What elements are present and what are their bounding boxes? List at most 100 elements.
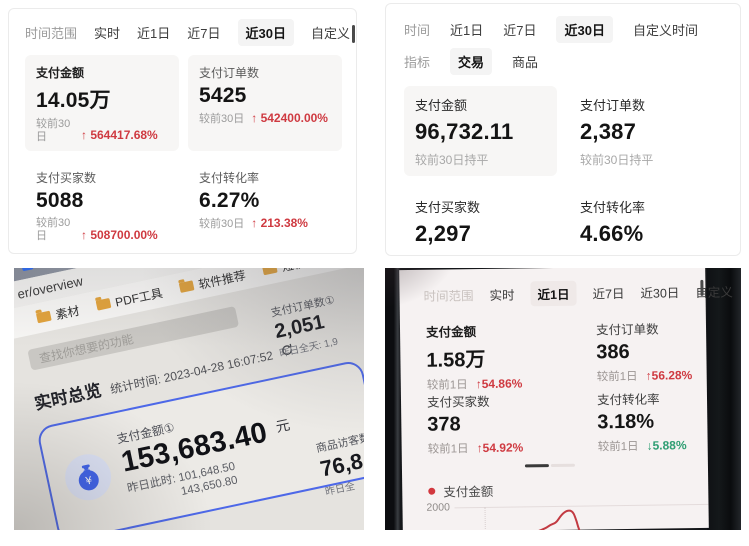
refresh-icon[interactable] [280, 343, 294, 357]
compare-label: 较前30日 [199, 218, 245, 231]
folder-icon [35, 310, 52, 324]
tab-realtime[interactable]: 实时 [94, 26, 121, 41]
metric-card-pay-buyers[interactable]: 支付买家数 2,297 较前30日持平 [404, 188, 557, 255]
bookmark-label: 素材 [54, 303, 81, 322]
metric-label: 支付买家数 [415, 200, 481, 215]
bookmark-folder[interactable]: 素材 [35, 301, 81, 327]
metric-label: 支付转化率 [580, 200, 646, 215]
metric-card-pay-buyers[interactable]: 支付买家数 5088 较前30日 ↑ 508700.00% [25, 160, 179, 250]
metric-card-pay-conversion[interactable]: 支付转化率 3.18% 较前1日 ↓5.88% [597, 387, 741, 454]
carousel-pagination[interactable] [402, 462, 698, 469]
tab-30day[interactable]: 近30日 [556, 16, 613, 43]
metric-label: 支付转化率 [199, 171, 260, 186]
metric-label: 支付订单数 [580, 98, 646, 113]
folder-icon [95, 297, 112, 311]
metric-label: 支付买家数 [36, 171, 97, 186]
pay-amount-line-series [533, 509, 582, 530]
metric-card-pay-buyers[interactable]: 支付买家数 378 较前1日 ↑54.92% [427, 390, 588, 457]
metric-label: 支付买家数 [426, 394, 490, 410]
metric-value: 3.18% [597, 410, 655, 434]
folder-icon [261, 268, 278, 276]
bookmark-label: 软件推荐 [197, 268, 247, 292]
pagination-dash-active[interactable] [524, 464, 549, 468]
scrollbar-thumb[interactable] [700, 279, 704, 296]
tab-30day[interactable]: 近30日 [640, 286, 680, 301]
metric-card-pay-amount[interactable]: 支付金额 96,732.11 较前30日持平 [404, 86, 557, 176]
compare-flat: 较前30日持平 [415, 153, 489, 167]
time-range-label: 时间范围 [423, 289, 474, 304]
photo-desktop-dashboard: 《米杰 - 小 er/overview 素材 PDF工具 软件推荐 短视频 查找… [14, 268, 364, 530]
delta-up: ↑ 213.38% [251, 216, 308, 231]
tab-1day[interactable]: 近1日 [137, 26, 171, 41]
tab-trade[interactable]: 交易 [450, 48, 493, 75]
metric-value: 1.58万 [426, 348, 486, 372]
chart-legend: 支付金额 [428, 481, 493, 501]
metric-value: 4.66% [580, 221, 644, 246]
tab-7day[interactable]: 近7日 [187, 26, 221, 41]
bookmark-folder[interactable]: 软件推荐 [178, 268, 247, 296]
metric-label: 支付订单数 [199, 66, 260, 80]
compare-label: 较前30日 [36, 118, 71, 143]
money-bag-icon: ¥ [60, 449, 116, 505]
compare-flat: 较前30日持平 [415, 253, 546, 255]
metric-card-pay-amount[interactable]: 支付金额 1.58万 较前1日 ↑54.86% [426, 320, 587, 393]
metric-card-pay-orders[interactable]: 支付订单数 2,387 较前30日持平 [569, 86, 722, 176]
tab-1day[interactable]: 近1日 [530, 280, 577, 307]
compare-label: 较前1日 [427, 443, 469, 456]
delta-up: ↑54.92% [476, 440, 524, 456]
photo-phone-dashboard: 时间范围 实时 近1日 近7日 近30日 自定义 支付金额 1.58万 较前1日… [385, 268, 741, 530]
delta-up: ↑54.86% [475, 376, 523, 392]
time-range-tabs: 时间 近1日 近7日 近30日 自定义时间 [404, 16, 722, 43]
metric-label: 支付转化率 [596, 392, 660, 408]
svg-text:¥: ¥ [84, 473, 94, 487]
metric-card-pay-orders[interactable]: 支付订单数 5425 较前30日 ↑ 542400.00% [188, 55, 342, 152]
delta-up: ↑ 542400.00% [251, 111, 328, 125]
bookmark-folder[interactable]: 短视频 [261, 268, 318, 279]
tab-30day[interactable]: 近30日 [237, 19, 294, 46]
metric-value: 378 [427, 413, 461, 436]
metric-card-pay-conversion[interactable]: 支付转化率 6.27% 较前30日 ↑ 213.38% [188, 160, 342, 250]
metric-value: 386 [596, 340, 630, 364]
phone-bezel-left [385, 268, 401, 530]
metric-value: 2,387 [580, 119, 637, 144]
tab-custom[interactable]: 自定义 [310, 26, 350, 41]
orders-stat-block: 支付订单数① 2,051 昨日全天: 1,9 [269, 291, 344, 359]
time-label: 时间 [404, 23, 431, 38]
time-range-label: 时间范围 [25, 26, 78, 41]
scrollbar-thumb[interactable] [352, 25, 355, 43]
tab-custom-time[interactable]: 自定义时间 [632, 23, 698, 38]
compare-label: 较前1日 [597, 440, 639, 454]
phone-bezel-right [707, 268, 741, 530]
dashboard-panel-30day: 时间范围 实时 近1日 近7日 近30日 自定义 支付金额 14.05万 较前3… [8, 8, 357, 254]
legend-dot-icon [428, 487, 436, 495]
tab-7day[interactable]: 近7日 [592, 287, 625, 302]
realtime-overview-header: 实时总览 统计时间: 2023-04-28 16:07:52 [32, 335, 296, 414]
dashboard-panel-trade: 时间 近1日 近7日 近30日 自定义时间 指标 交易 商品 支付金额 96,7… [385, 3, 741, 256]
metric-label: 支付金额 [415, 98, 468, 113]
tab-1day[interactable]: 近1日 [450, 23, 484, 38]
metric-type-label: 指标 [404, 55, 431, 70]
metric-card-pay-orders[interactable]: 支付订单数 386 较前1日 ↑56.28% [596, 317, 741, 384]
compare-label: 较前30日 [36, 217, 71, 242]
tab-realtime[interactable]: 实时 [489, 288, 515, 303]
metric-value: 14.05万 [36, 89, 111, 112]
metric-type-tabs: 指标 交易 商品 [404, 48, 722, 75]
metric-value: 6.27% [199, 189, 260, 213]
pagination-dash[interactable] [550, 463, 575, 468]
stat-unit: 元 [274, 416, 292, 435]
dotted-gridline [484, 506, 486, 530]
metric-label: 支付金额 [425, 325, 477, 340]
bookmark-folder[interactable]: PDF工具 [95, 283, 164, 314]
tab-goods[interactable]: 商品 [512, 55, 539, 70]
metric-value: 5088 [36, 189, 84, 213]
pay-amount-highlight-card[interactable]: ¥ 支付金额① 153,683.40 元 昨日此时: 101,648.50 14… [35, 359, 364, 530]
metric-value: 96,732.11 [415, 119, 514, 144]
y-axis-tick: 2000 [426, 501, 450, 514]
tab-7day[interactable]: 近7日 [503, 23, 537, 38]
page-title: 实时总览 [32, 380, 104, 414]
metric-card-pay-conversion[interactable]: 支付转化率 4.66% 较前30日持平 [569, 188, 722, 255]
metric-label: 支付金额 [36, 66, 85, 80]
favicon-icon [20, 268, 34, 271]
metric-card-pay-amount[interactable]: 支付金额 14.05万 较前30日 ↑ 564417.68% [25, 55, 179, 152]
